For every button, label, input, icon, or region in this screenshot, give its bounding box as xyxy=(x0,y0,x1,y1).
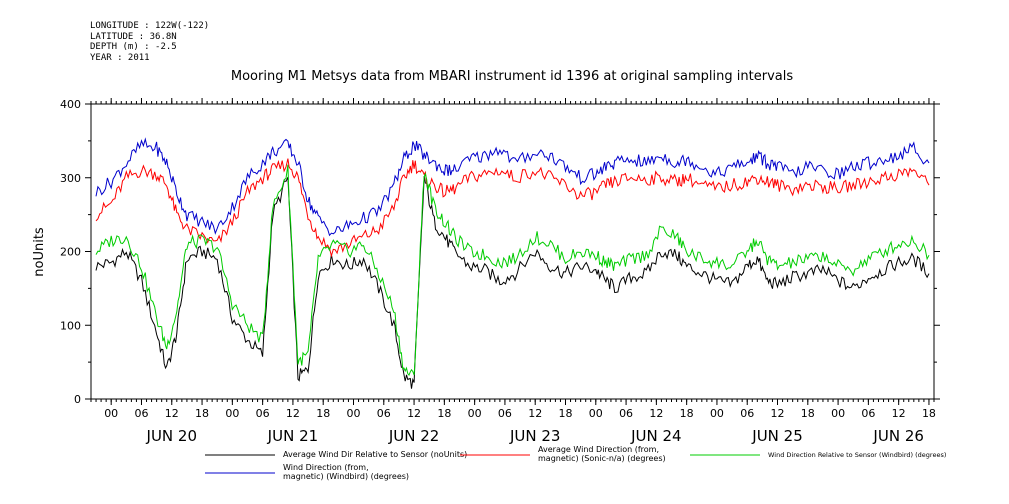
x-tick-label: 18 xyxy=(922,407,936,420)
x-tick-label: 12 xyxy=(407,407,421,420)
metadata-block: LONGITUDE : 122W(-122) LATITUDE : 36.8N … xyxy=(90,21,209,63)
axes: 0 100 200 300 400 00 06 12 18 00 06 12 18 00 06 12 18 00 0… xyxy=(60,98,940,445)
x-tick-label: 12 xyxy=(892,407,906,420)
x-tick-label: 18 xyxy=(195,407,209,420)
x-tick-label: 12 xyxy=(165,407,179,420)
chart-title: Mooring M1 Metsys data from MBARI instru… xyxy=(231,69,793,84)
x-tick-label: 06 xyxy=(256,407,270,420)
x-tick-label: 18 xyxy=(680,407,694,420)
y-tick-label: 0 xyxy=(74,393,81,406)
x-tick-label: 00 xyxy=(589,407,603,420)
meta-latitude: LATITUDE : 36.8N xyxy=(90,31,177,42)
x-day-label: JUN 21 xyxy=(267,427,318,445)
meta-depth: DEPTH (m) : -2.5 xyxy=(90,42,177,52)
legend-label: Wind Direction (from, xyxy=(283,463,369,472)
x-tick-label: 12 xyxy=(771,407,785,420)
x-tick-label: 18 xyxy=(437,407,451,420)
x-tick-label: 06 xyxy=(861,407,875,420)
legend-label: Wind Direction Relative to Sensor (Windb… xyxy=(768,451,946,459)
x-day-label: JUN 24 xyxy=(630,427,681,445)
series-line-1 xyxy=(95,175,930,389)
x-tick-label: 00 xyxy=(225,407,239,420)
x-tick-label: 18 xyxy=(559,407,573,420)
plot-area xyxy=(95,137,930,389)
x-tick-label: 06 xyxy=(377,407,391,420)
legend-label: Average Wind Dir Relative to Sensor (noU… xyxy=(283,450,467,459)
y-axis-label: noUnits xyxy=(32,227,47,277)
x-tick-label: 00 xyxy=(468,407,482,420)
x-tick-label: 00 xyxy=(346,407,360,420)
plot-frame xyxy=(90,103,935,400)
x-tick-label: 06 xyxy=(740,407,754,420)
x-tick-label: 00 xyxy=(104,407,118,420)
y-tick-label: 200 xyxy=(60,246,81,259)
series-line-4 xyxy=(95,137,930,237)
y-tick-label: 400 xyxy=(60,98,81,111)
x-tick-label: 00 xyxy=(831,407,845,420)
x-tick-label: 06 xyxy=(619,407,633,420)
series-line-2 xyxy=(95,158,930,258)
x-tick-label: 12 xyxy=(528,407,542,420)
x-day-label: JUN 25 xyxy=(751,427,802,445)
legend-label: magnetic) (Sonic-n/a) (degrees) xyxy=(538,454,666,463)
x-tick-label: 12 xyxy=(286,407,300,420)
x-tick-label: 06 xyxy=(498,407,512,420)
legend: Average Wind Dir Relative to Sensor (noU… xyxy=(205,445,946,481)
x-day-label: JUN 22 xyxy=(388,427,439,445)
x-day-label: JUN 26 xyxy=(872,427,923,445)
x-tick-label: 18 xyxy=(316,407,330,420)
x-tick-label: 06 xyxy=(134,407,148,420)
legend-label: magnetic) (Windbird) (degrees) xyxy=(283,472,409,481)
meta-year: YEAR : 2011 xyxy=(90,52,150,63)
x-tick-label: 12 xyxy=(649,407,663,420)
legend-label: Average Wind Direction (from, xyxy=(538,445,659,454)
meta-longitude: LONGITUDE : 122W(-122) xyxy=(90,21,210,31)
x-tick-label: 18 xyxy=(801,407,815,420)
x-day-label: JUN 23 xyxy=(509,427,560,445)
y-tick-label: 300 xyxy=(60,172,81,185)
x-day-label: JUN 20 xyxy=(146,427,197,445)
x-tick-label: 00 xyxy=(710,407,724,420)
y-tick-label: 100 xyxy=(60,319,81,332)
series-line-3 xyxy=(95,164,930,377)
